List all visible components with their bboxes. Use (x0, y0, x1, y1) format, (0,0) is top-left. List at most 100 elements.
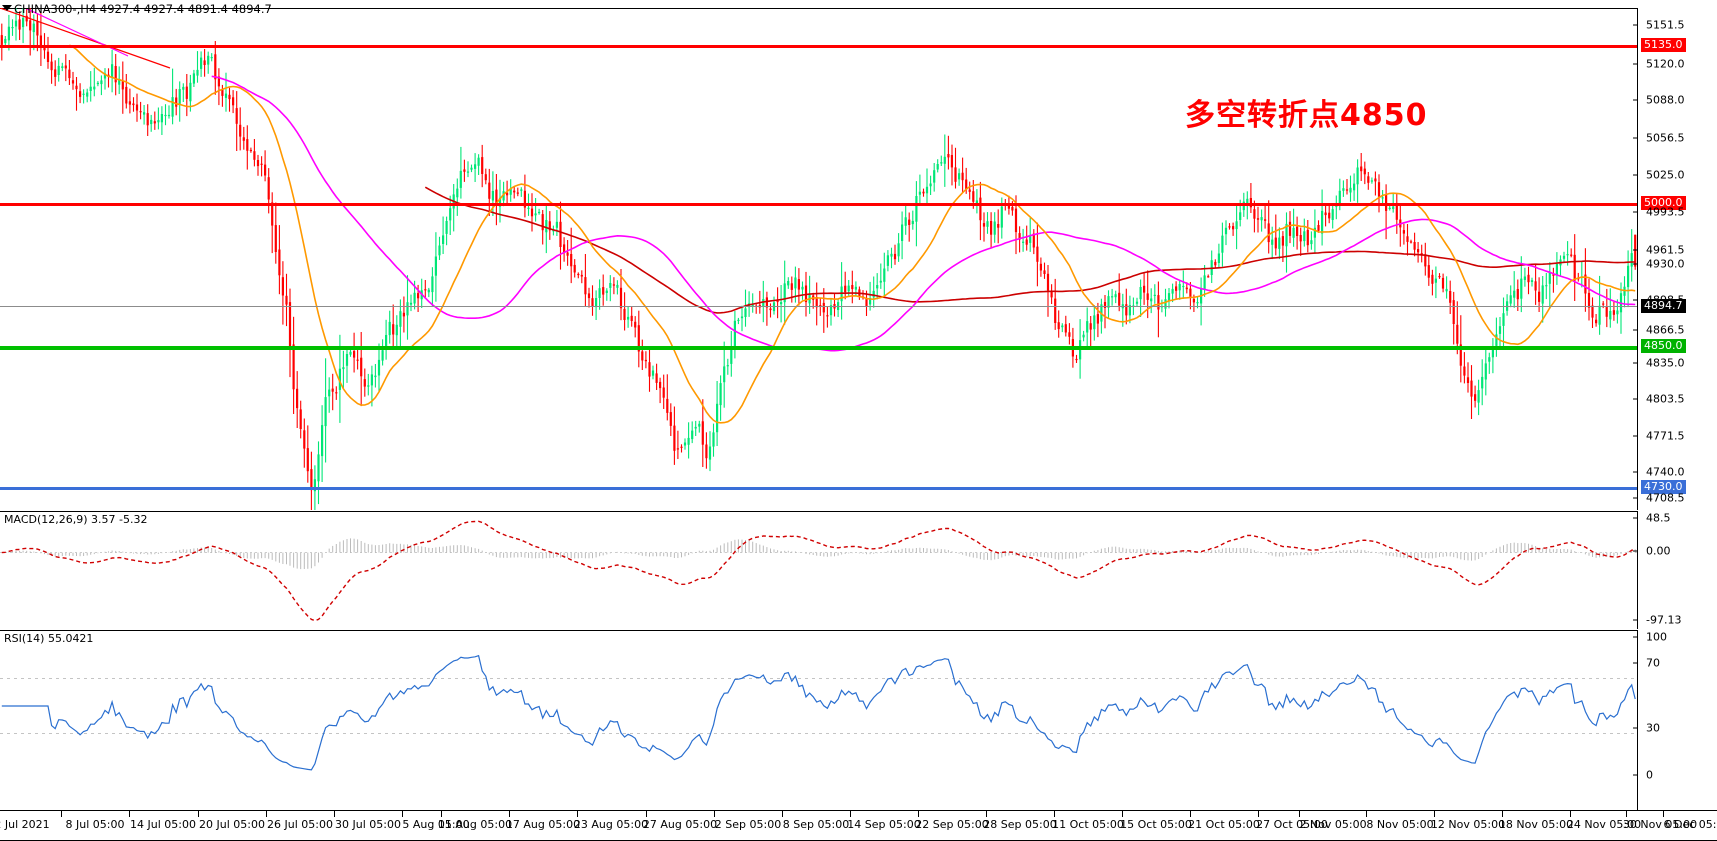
time-axis-label: 22 Sep 05:00 (915, 818, 989, 831)
time-axis-label: 8 Jul 05:00 (65, 818, 125, 831)
macd-axis[interactable]: 48.5 0.00 -97.13 (1633, 511, 1717, 629)
level-line-4850 (0, 346, 1637, 350)
price-axis-tick (1633, 471, 1638, 473)
price-axis-tick (1633, 24, 1638, 26)
macd-panel[interactable]: MACD(12,26,9) 3.57 -5.32 48.5 0.00 -97.13 (0, 511, 1717, 629)
price-axis-tick (1633, 435, 1638, 437)
time-axis-tick (198, 811, 199, 817)
time-axis-label: 30 Nov 05:00 (1622, 818, 1698, 831)
price-axis-tick (1633, 63, 1638, 65)
time-axis-tick (1502, 811, 1503, 817)
time-axis-tick (1434, 811, 1435, 817)
rsi-plot[interactable] (0, 630, 1637, 810)
axis-label: -97.13 (1646, 613, 1682, 627)
rsi-panel[interactable]: RSI(14) 55.0421 100 70 30 0 (0, 630, 1717, 810)
time-axis-tick (1258, 811, 1259, 817)
price-axis-label: 5056.5 (1646, 131, 1685, 145)
axis-tick (1633, 774, 1638, 776)
axis-label: 100 (1646, 630, 1667, 644)
price-axis-label: 5025.0 (1646, 168, 1685, 182)
rsi-axis[interactable]: 100 70 30 0 (1633, 630, 1717, 810)
price-axis-tick (1633, 398, 1638, 400)
time-axis-label: 27 Aug 05:00 (642, 818, 718, 831)
price-axis-label: 4930.0 (1646, 257, 1685, 271)
axis-tick (1633, 727, 1638, 729)
axis-tick (1633, 662, 1638, 664)
price-axis-label: 5088.0 (1646, 93, 1685, 107)
time-axis-label: 8 Nov 05:00 (1366, 818, 1434, 831)
time-axis-label: 2 Sep 05:00 (714, 818, 782, 831)
time-axis-label: 2 Jul 2021 (0, 818, 50, 831)
axis-tick (1633, 517, 1638, 519)
macd-label: MACD(12,26,9) 3.57 -5.32 (4, 513, 148, 526)
price-axis-label: 5135.0 (1641, 38, 1686, 52)
time-axis-tick (61, 811, 62, 817)
time-axis-label: 18 Nov 05:00 (1498, 818, 1574, 831)
price-axis-tick (1633, 362, 1638, 364)
chart-annotation-text: 多空转折点4850 (1185, 98, 1428, 133)
time-axis-label: 26 Jul 05:00 (267, 818, 333, 831)
time-axis-label: 27 Oct 05:00 (1256, 818, 1328, 831)
time-axis-label: 17 Aug 05:00 (505, 818, 581, 831)
price-axis-label: 5120.0 (1646, 57, 1685, 71)
price-axis-tick (1633, 99, 1638, 101)
axis-tick (1633, 636, 1638, 638)
price-axis-label: 4771.5 (1646, 429, 1685, 443)
time-axis-label: 8 Sep 05:00 (782, 818, 850, 831)
time-axis-tick (577, 811, 578, 817)
time-axis-label: 21 Oct 05:00 (1188, 818, 1260, 831)
price-axis-tick (1633, 497, 1638, 499)
price-chart-plot[interactable] (0, 8, 1637, 510)
time-axis-tick (918, 811, 919, 817)
time-axis-tick (1122, 811, 1123, 817)
time-axis-label: 2 Nov 05:00 (1299, 818, 1367, 831)
time-axis-label: 6 Dec 05:00 (1663, 818, 1717, 831)
macd-panel-top-border (0, 511, 1717, 512)
price-axis-tick (1633, 137, 1638, 139)
axis-label: 70 (1646, 656, 1660, 670)
axis-tick (1633, 550, 1638, 552)
time-axis-label: 28 Sep 05:00 (983, 818, 1057, 831)
price-axis-label: 4708.5 (1646, 491, 1685, 505)
axis-label: 48.5 (1646, 511, 1671, 525)
price-axis-label: 4894.7 (1641, 299, 1686, 313)
price-panel[interactable]: 5151.5 5135.0 5120.0 5088.0 5056.5 5025.0 5000… (0, 8, 1717, 576)
price-axis-label: 4993.5 (1646, 205, 1685, 219)
price-axis-tick (1633, 299, 1638, 301)
time-axis-tick (1626, 811, 1627, 817)
triangle-down-icon[interactable] (2, 5, 12, 11)
axis-label: 0.00 (1646, 544, 1671, 558)
time-axis-tick (334, 811, 335, 817)
time-axis-tick (1663, 811, 1664, 817)
price-panel-top-border (0, 8, 1717, 9)
price-axis-label: 4740.0 (1646, 465, 1685, 479)
axis-tick (1633, 619, 1638, 621)
rsi-panel-top-border (0, 630, 1717, 631)
price-axis-label: 4803.5 (1646, 392, 1685, 406)
time-axis-tick (782, 811, 783, 817)
time-axis-tick (646, 811, 647, 817)
price-axis-tick (1633, 329, 1638, 331)
time-axis-label: 23 Aug 05:00 (573, 818, 649, 831)
time-axis-label: 20 Jul 05:00 (199, 818, 265, 831)
price-axis[interactable]: 5151.5 5135.0 5120.0 5088.0 5056.5 5025.0 5000… (1633, 8, 1717, 576)
time-axis-label: 24 Nov 05:00 (1566, 818, 1642, 831)
time-axis-label: 5 Aug 05:00 (402, 818, 470, 831)
macd-plot[interactable] (0, 511, 1637, 629)
time-axis-label: 30 Jul 05:00 (335, 818, 401, 831)
level-line-4730 (0, 487, 1637, 490)
time-axis-label: 12 Nov 05:00 (1430, 818, 1506, 831)
time-axis-label: 11 Oct 05:00 (1052, 818, 1124, 831)
time-axis-tick (509, 811, 510, 817)
axis-label: 30 (1646, 721, 1660, 735)
time-axis-tick (1366, 811, 1367, 817)
time-axis-tick (266, 811, 267, 817)
price-axis-label: 4835.0 (1646, 356, 1685, 370)
price-axis-label: 4866.5 (1646, 323, 1685, 337)
symbol-title: CHINA300-,H4 4927.4 4927.4 4891.4 4894.7 (14, 2, 272, 16)
level-line-5135 (0, 45, 1637, 48)
time-axis-tick (1054, 811, 1055, 817)
price-axis-label: 4961.5 (1646, 243, 1685, 257)
time-axis-tick (986, 811, 987, 817)
